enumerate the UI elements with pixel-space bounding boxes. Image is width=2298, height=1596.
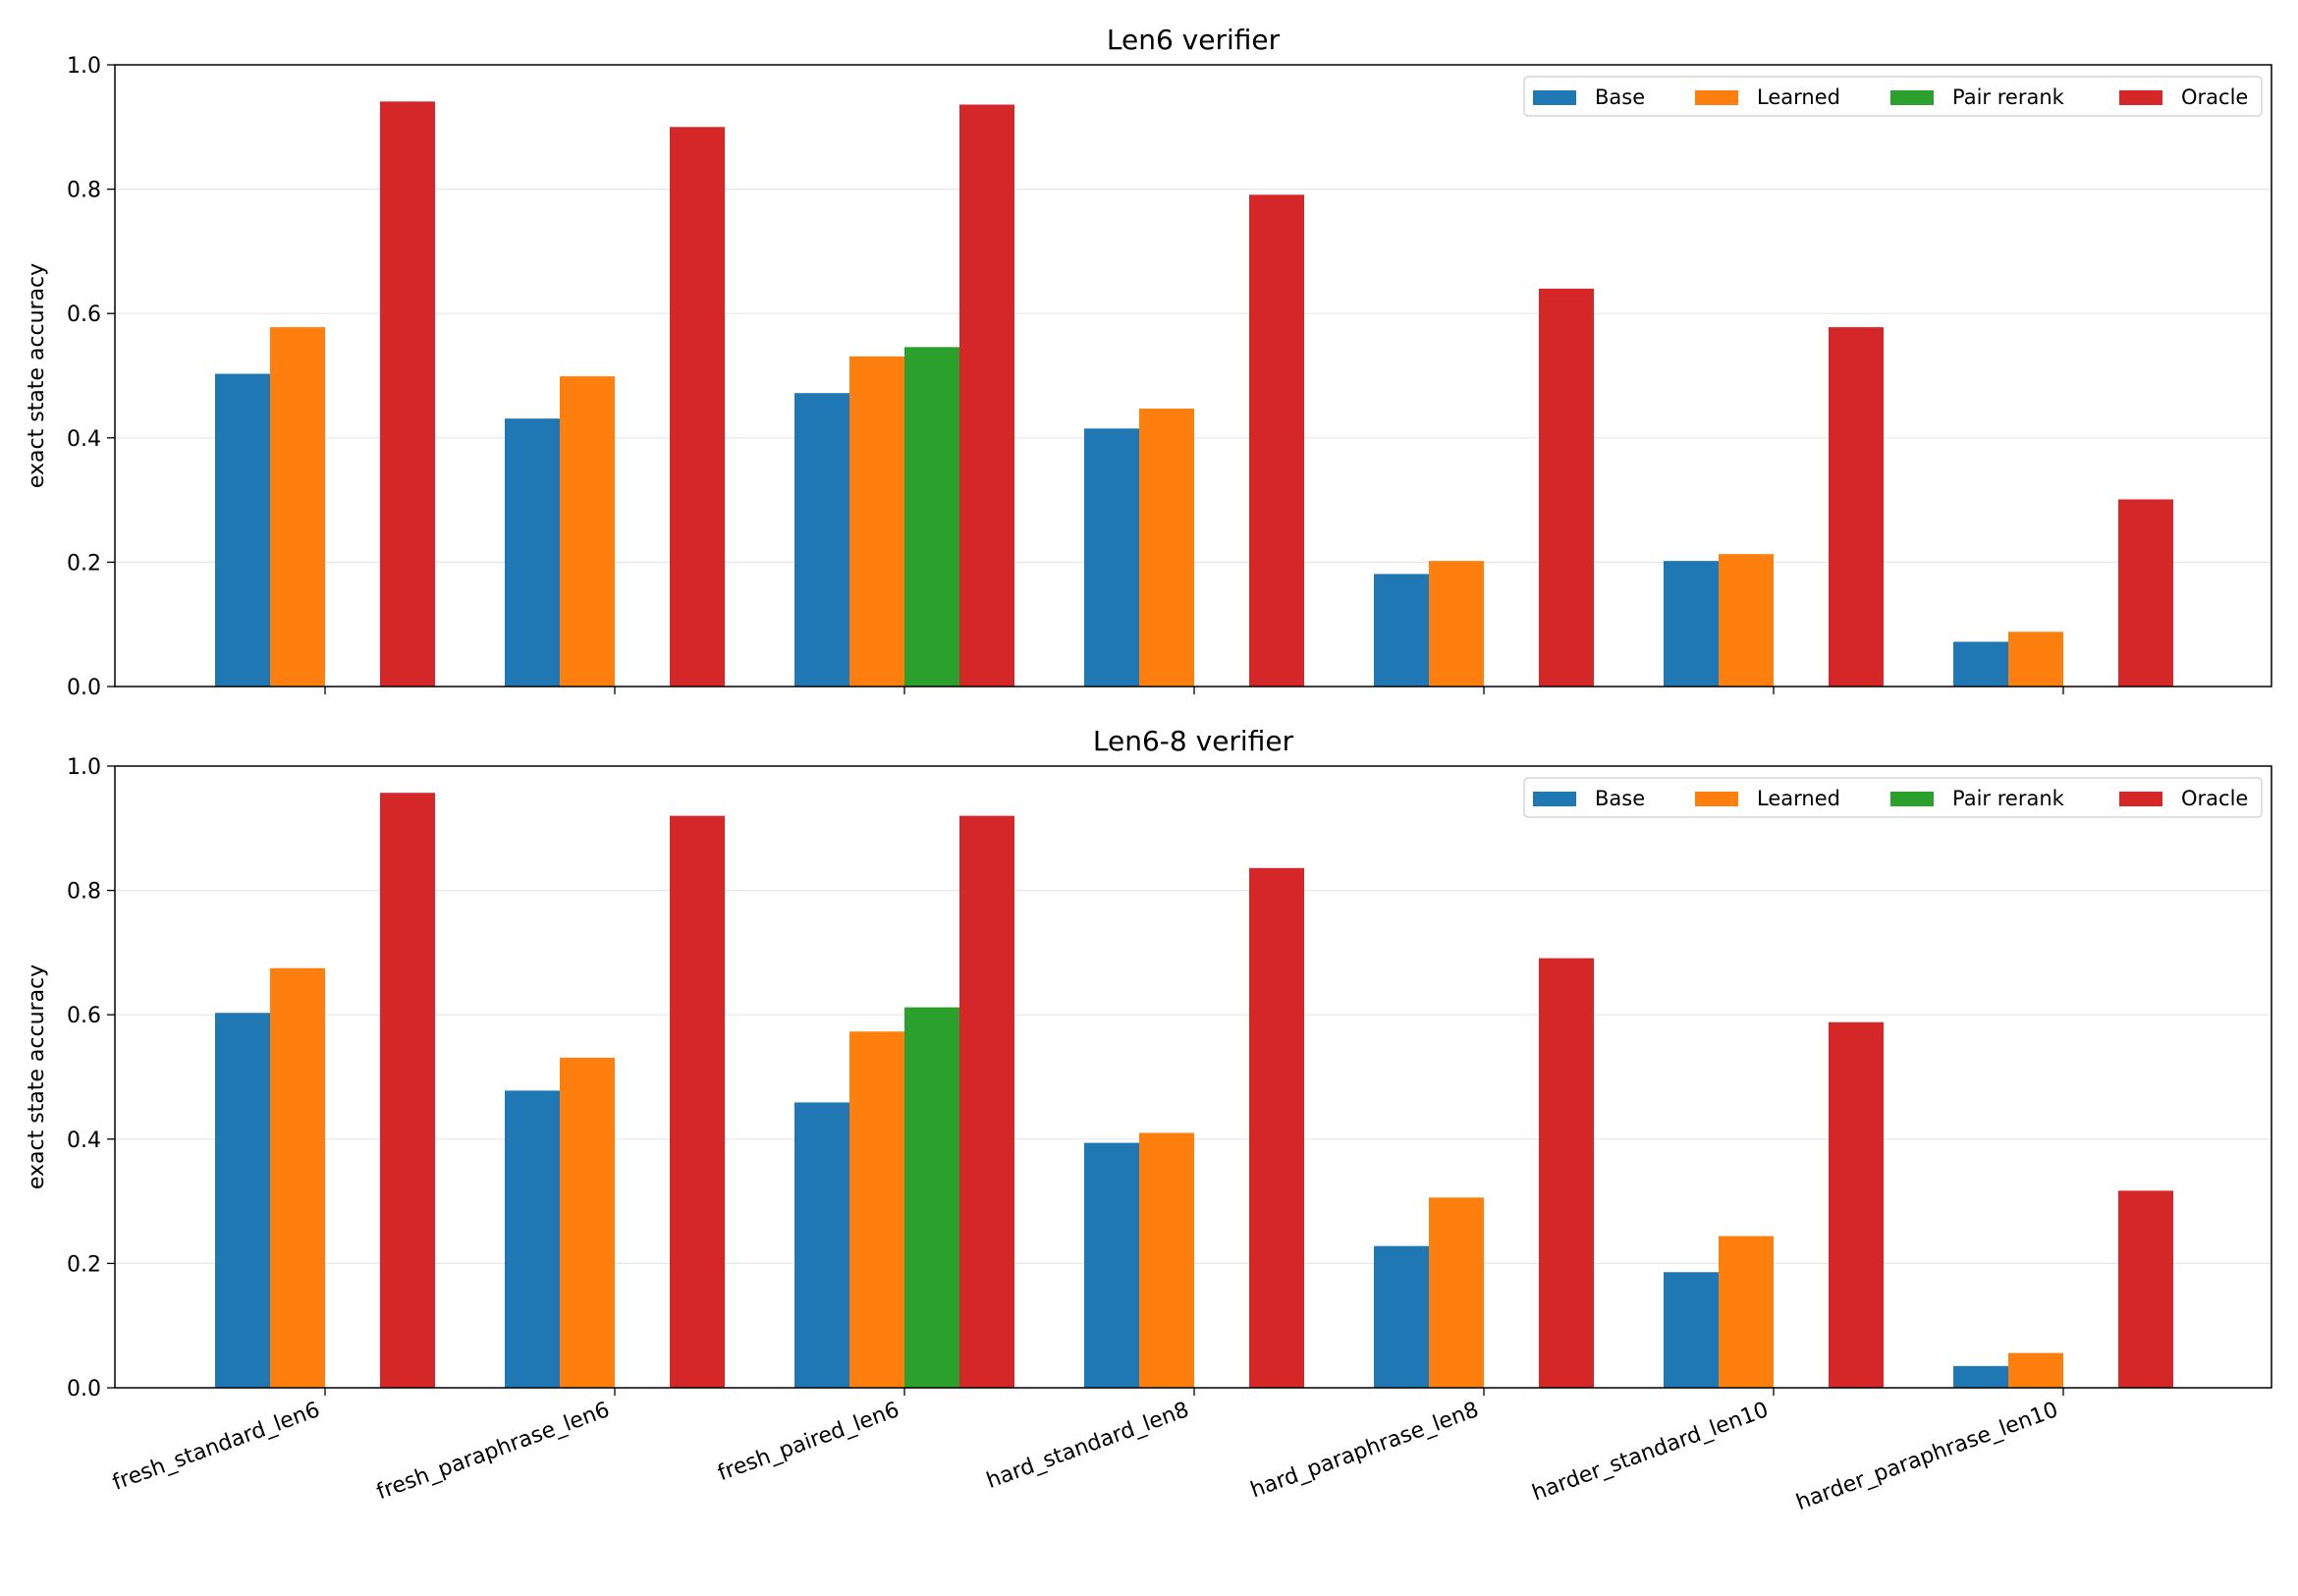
legend-label-pair-rerank: Pair rerank xyxy=(1952,787,2065,810)
legend-swatch-learned xyxy=(1695,792,1738,806)
plot-frame xyxy=(114,765,2272,1389)
y-tick-label: 1.0 xyxy=(67,755,101,780)
bar-base-fresh_standard_len6 xyxy=(215,1013,270,1388)
bar-oracle-hard_paraphrase_len8 xyxy=(1539,288,1594,687)
bar-base-harder_paraphrase_len10 xyxy=(1953,1365,2008,1388)
bar-base-fresh_paired_len6 xyxy=(794,1102,849,1388)
legend: Base Learned Pair rerank Oracle xyxy=(1523,76,2263,117)
legend-label-oracle: Oracle xyxy=(2181,787,2248,810)
bar-learned-fresh_paired_len6 xyxy=(849,1031,904,1388)
bar-pair-rerank-fresh_paired_len6 xyxy=(904,1007,959,1388)
bar-learned-harder_standard_len10 xyxy=(1719,554,1774,687)
legend-label-learned: Learned xyxy=(1757,787,1840,810)
legend-label-pair-rerank: Pair rerank xyxy=(1952,85,2065,109)
y-tick-label: 0.4 xyxy=(67,1128,101,1153)
bar-base-hard_standard_len8 xyxy=(1084,1142,1139,1388)
bar-learned-harder_paraphrase_len10 xyxy=(2008,632,2063,687)
bar-oracle-fresh_paired_len6 xyxy=(959,815,1014,1388)
bar-oracle-hard_paraphrase_len8 xyxy=(1539,958,1594,1388)
chart-title: Len6 verifier xyxy=(1107,24,1281,56)
bar-base-harder_paraphrase_len10 xyxy=(1953,641,2008,687)
bar-oracle-hard_standard_len8 xyxy=(1249,867,1304,1388)
bar-oracle-harder_standard_len10 xyxy=(1829,1021,1884,1388)
y-tick-label: 1.0 xyxy=(67,54,101,79)
bar-learned-hard_paraphrase_len8 xyxy=(1429,1197,1484,1388)
legend-swatch-pair-rerank xyxy=(1890,792,1934,806)
legend-swatch-learned xyxy=(1695,90,1738,105)
y-tick-label: 0.2 xyxy=(67,1252,101,1277)
legend-label-base: Base xyxy=(1595,787,1645,810)
bar-learned-fresh_paraphrase_len6 xyxy=(560,376,615,687)
chart-title: Len6-8 verifier xyxy=(1093,725,1294,757)
bar-oracle-harder_paraphrase_len10 xyxy=(2118,499,2173,687)
bar-oracle-fresh_paraphrase_len6 xyxy=(670,815,725,1388)
y-tick-label: 0.6 xyxy=(67,1004,101,1028)
legend-label-base: Base xyxy=(1595,85,1645,109)
y-tick-label: 0.0 xyxy=(67,1377,101,1402)
y-tick-label: 0.8 xyxy=(67,179,101,203)
legend-swatch-oracle xyxy=(2119,90,2162,105)
bar-oracle-fresh_standard_len6 xyxy=(380,101,435,688)
legend: Base Learned Pair rerank Oracle xyxy=(1523,777,2263,818)
bar-learned-harder_standard_len10 xyxy=(1719,1236,1774,1388)
bar-oracle-harder_paraphrase_len10 xyxy=(2118,1190,2173,1388)
bar-learned-harder_paraphrase_len10 xyxy=(2008,1352,2063,1388)
bar-learned-hard_paraphrase_len8 xyxy=(1429,561,1484,687)
bar-base-fresh_standard_len6 xyxy=(215,373,270,687)
bar-base-fresh_paraphrase_len6 xyxy=(505,1090,560,1388)
bar-pair-rerank-fresh_paired_len6 xyxy=(904,347,959,687)
y-axis-label: exact state accuracy xyxy=(25,263,49,488)
legend-swatch-oracle xyxy=(2119,792,2162,806)
bar-base-harder_standard_len10 xyxy=(1664,1272,1719,1388)
bar-learned-fresh_standard_len6 xyxy=(270,967,325,1388)
y-tick-label: 0.0 xyxy=(67,676,101,700)
chart-panel-1: 0.0 0.2 0.4 0.6 0.8 1.0 Len6 verifier exact sta… xyxy=(25,24,2272,700)
y-tick-label: 0.6 xyxy=(67,303,101,327)
bar-oracle-hard_standard_len8 xyxy=(1249,194,1304,687)
bar-base-harder_standard_len10 xyxy=(1664,561,1719,687)
bar-oracle-harder_standard_len10 xyxy=(1829,327,1884,687)
plot-frame xyxy=(114,64,2272,688)
bar-oracle-fresh_standard_len6 xyxy=(380,793,435,1388)
bar-base-hard_standard_len8 xyxy=(1084,428,1139,687)
legend-swatch-base xyxy=(1533,792,1576,806)
bar-base-fresh_paired_len6 xyxy=(794,393,849,687)
legend-swatch-pair-rerank xyxy=(1890,90,1934,105)
bar-oracle-fresh_paired_len6 xyxy=(959,104,1014,687)
legend-label-oracle: Oracle xyxy=(2181,85,2248,109)
y-tick-label: 0.4 xyxy=(67,427,101,452)
y-tick-label: 0.2 xyxy=(67,551,101,576)
bar-learned-fresh_paraphrase_len6 xyxy=(560,1057,615,1388)
y-axis-label: exact state accuracy xyxy=(25,964,49,1189)
bar-base-hard_paraphrase_len8 xyxy=(1374,574,1429,687)
bar-base-fresh_paraphrase_len6 xyxy=(505,418,560,687)
bar-learned-fresh_paired_len6 xyxy=(849,356,904,687)
bar-learned-fresh_standard_len6 xyxy=(270,327,325,687)
bar-learned-hard_standard_len8 xyxy=(1139,409,1194,687)
y-tick-label: 0.8 xyxy=(67,880,101,905)
legend-swatch-base xyxy=(1533,90,1576,105)
bar-learned-hard_standard_len8 xyxy=(1139,1132,1194,1388)
legend-label-learned: Learned xyxy=(1757,85,1840,109)
bar-oracle-fresh_paraphrase_len6 xyxy=(670,127,725,688)
bar-base-hard_paraphrase_len8 xyxy=(1374,1245,1429,1388)
